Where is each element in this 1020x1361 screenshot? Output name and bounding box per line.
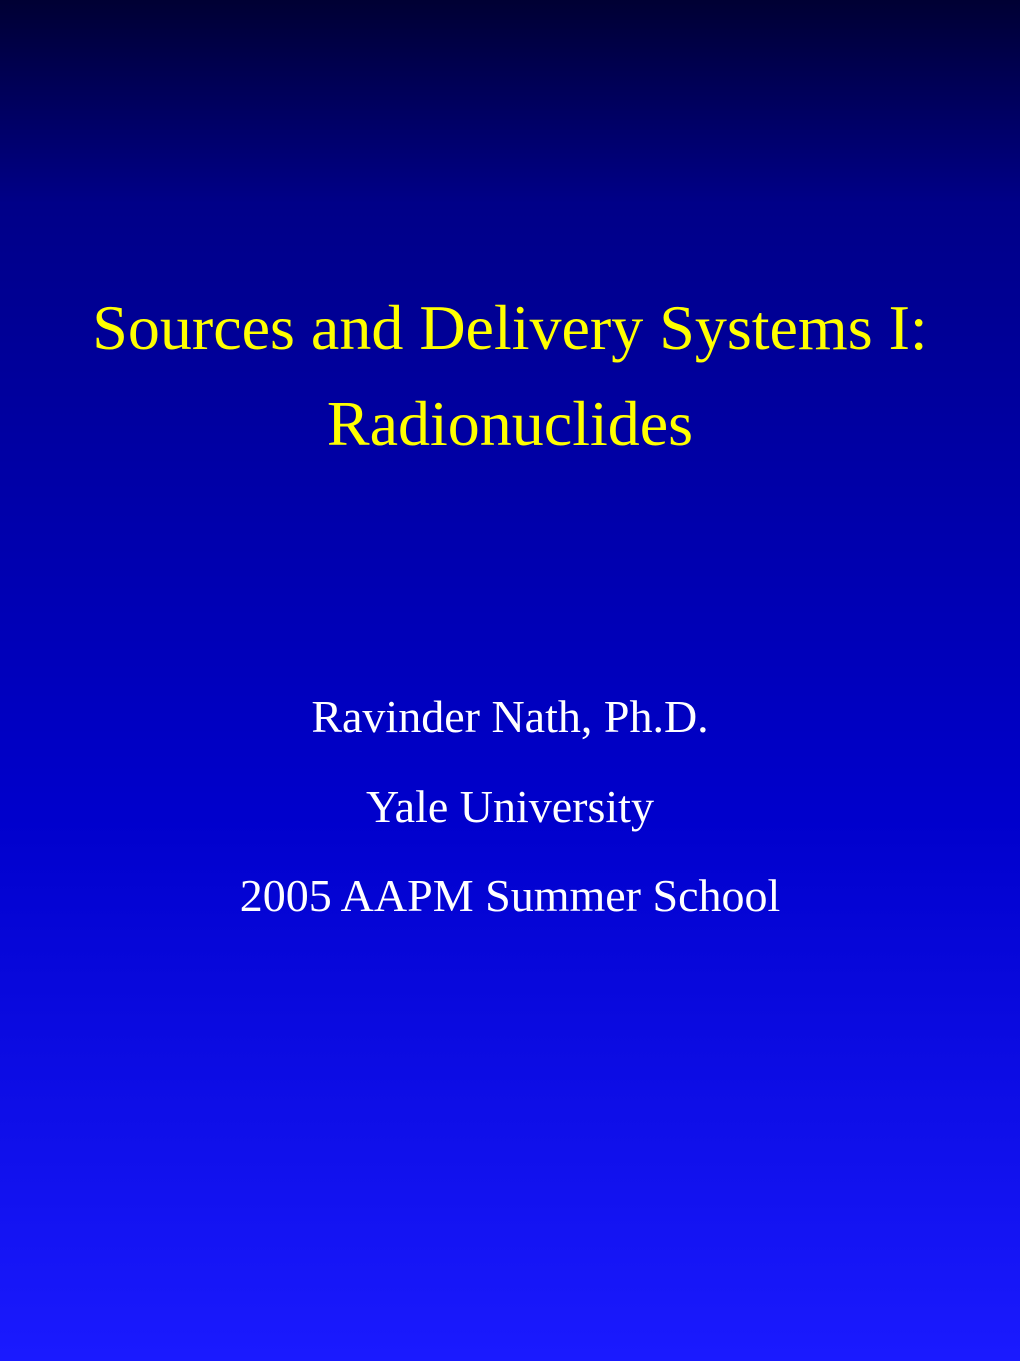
title-line-2: Radionuclides	[30, 376, 990, 472]
slide-title: Sources and Delivery Systems I: Radionuc…	[30, 280, 990, 472]
event-line: 2005 AAPM Summer School	[0, 851, 1020, 941]
slide: Sources and Delivery Systems I: Radionuc…	[0, 0, 1020, 1361]
title-line-1: Sources and Delivery Systems I:	[30, 280, 990, 376]
author-line: Ravinder Nath, Ph.D.	[0, 672, 1020, 762]
slide-body: Ravinder Nath, Ph.D. Yale University 200…	[0, 672, 1020, 941]
affiliation-line: Yale University	[0, 762, 1020, 852]
